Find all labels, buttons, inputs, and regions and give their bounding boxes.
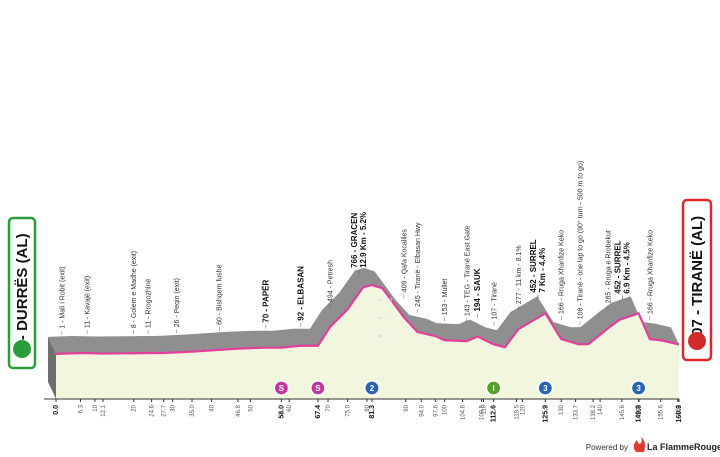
x-tick-label: 125.9 xyxy=(542,405,549,423)
x-tick-label: 109.5 xyxy=(480,404,486,420)
start-icon xyxy=(13,340,31,358)
x-tick-label: 35.0 xyxy=(190,404,196,416)
profile-side xyxy=(48,336,56,399)
annotation: 1 - Mali i Robit (exit) xyxy=(59,266,66,328)
y-tick-label: 400 xyxy=(383,316,392,322)
annotation: 166 - Rruga Xhanfize Keko xyxy=(647,230,654,314)
marker xyxy=(364,380,380,396)
x-tick-label: 155.6 xyxy=(659,404,665,420)
annotation: 452 - SURREL xyxy=(529,239,538,292)
start-label: 1 - DURRËS (AL) xyxy=(14,233,31,352)
x-tick-label: 67.4 xyxy=(315,405,322,419)
annotation: 92 - ELBASAN xyxy=(296,266,305,321)
y-tick-label: 600 xyxy=(383,298,392,304)
profile-line xyxy=(55,283,680,356)
annotation: 143 - TEG - Tiranë East Gate xyxy=(464,225,471,316)
annotation: 452 - SURREL xyxy=(614,240,623,293)
annotation: 766 - GRACEN xyxy=(350,213,359,268)
x-tick-label: 138.2 xyxy=(591,404,597,420)
annotation: 194 - SAUK xyxy=(473,268,482,311)
annotation: 153 - Mullet xyxy=(442,279,449,316)
marker-label: I xyxy=(492,384,494,393)
x-tick-label: 112.6 xyxy=(491,405,498,422)
x-tick-label: 81.3 xyxy=(369,405,376,419)
marker xyxy=(310,380,326,396)
marker-label: 3 xyxy=(636,384,641,393)
finish-icon xyxy=(688,332,706,350)
x-tick-label: 70 xyxy=(326,404,332,411)
annotation: 12.9 Km - 5.2% xyxy=(359,212,368,268)
x-tick-label: 12.1 xyxy=(101,404,107,416)
finish-box xyxy=(681,198,713,362)
x-tick-label: 0.0 xyxy=(53,405,60,415)
x-tick-label: 97.6 xyxy=(433,404,439,416)
annotation: 26 - Peqin (exit) xyxy=(174,278,181,327)
footer-prefix: Powered by xyxy=(586,443,628,452)
x-tick-label: 140 xyxy=(598,404,604,415)
x-tick-label: 94.0 xyxy=(419,404,425,416)
x-tick-label: 10 xyxy=(93,404,99,411)
x-tick-label: 118.5 xyxy=(515,404,521,419)
y-tick-label: 200 xyxy=(383,334,392,340)
annotation: 285 - Rruga e Rrobekut xyxy=(605,230,612,303)
annotation: 409 - Qafa Kocaliles xyxy=(401,229,408,293)
x-tick-label: 160.3 xyxy=(676,405,683,423)
ground-area xyxy=(56,285,679,399)
x-tick-label: 80 xyxy=(365,404,371,411)
annotation: 11 - Kavajë (exit) xyxy=(85,276,92,328)
x-tick-label: 24.6 xyxy=(150,404,156,416)
x-tick-label: 120 xyxy=(520,404,526,415)
x-tick-label: 90 xyxy=(404,404,410,411)
annotation: 70 - PAPËR xyxy=(261,280,270,323)
marker xyxy=(273,380,290,396)
x-tick-label: 30 xyxy=(171,404,177,411)
annotation: 7 Km - 4.4% xyxy=(538,248,547,293)
annotation: 166 - Rruga Xhanfize Keko xyxy=(559,230,566,314)
x-tick-label: 20 xyxy=(132,404,138,411)
x-tick-label: 130 xyxy=(559,404,565,415)
footer-brand: La FlammeRouge xyxy=(647,442,720,452)
start-box xyxy=(7,216,37,370)
annotation: 11 - Rrogozhinë xyxy=(146,279,153,328)
x-tick-label: 100 xyxy=(443,404,449,415)
marker-label: 3 xyxy=(543,384,548,393)
x-tick-label: 40 xyxy=(209,404,215,411)
x-tick-label: 60 xyxy=(287,404,293,411)
marker xyxy=(537,380,553,396)
x-tick-label: 150 xyxy=(637,404,643,415)
marker-label: S xyxy=(315,384,321,393)
marker-label: S xyxy=(279,384,285,393)
x-tick-label: 149.9 xyxy=(636,405,643,423)
profile-surface xyxy=(48,268,679,354)
x-tick-label: 50 xyxy=(248,404,254,411)
x-tick-label: 58.0 xyxy=(278,405,285,419)
annotation: 277 - 11 km - 8.1% xyxy=(516,245,523,304)
annotation: 60 - Bishqem fushë xyxy=(217,264,224,324)
x-tick-label: 160 xyxy=(676,404,682,415)
marker xyxy=(486,380,502,396)
x-tick-label: 133.7 xyxy=(574,404,580,420)
x-tick-label: 75.0 xyxy=(345,404,351,416)
annotation: 6.9 Km - 4.5% xyxy=(623,242,632,294)
x-tick-label: 6.3 xyxy=(78,404,84,413)
annotation: 245 - Tiranë - Elbasan Hwy xyxy=(415,222,422,307)
footer-logo xyxy=(633,437,645,452)
annotation: 8 - Golem e Madhe (exit) xyxy=(131,251,138,328)
annotation: 108 - Tiranë - one lap to go (90° turn -… xyxy=(576,161,584,319)
annotation: 494 - Petresh xyxy=(327,260,334,302)
marker-label: 2 xyxy=(370,384,375,393)
marker xyxy=(630,380,647,396)
finish-label: 107 - TIRANË (AL) xyxy=(689,216,706,344)
x-tick-label: 110 xyxy=(482,404,488,414)
x-tick-label: 145.6 xyxy=(620,404,626,420)
x-tick-label: 104.6 xyxy=(461,404,467,420)
x-tick-label: 46.8 xyxy=(236,404,242,416)
x-tick-label: 27.7 xyxy=(162,404,168,416)
annotation: 107 - Tiranë xyxy=(492,282,499,319)
